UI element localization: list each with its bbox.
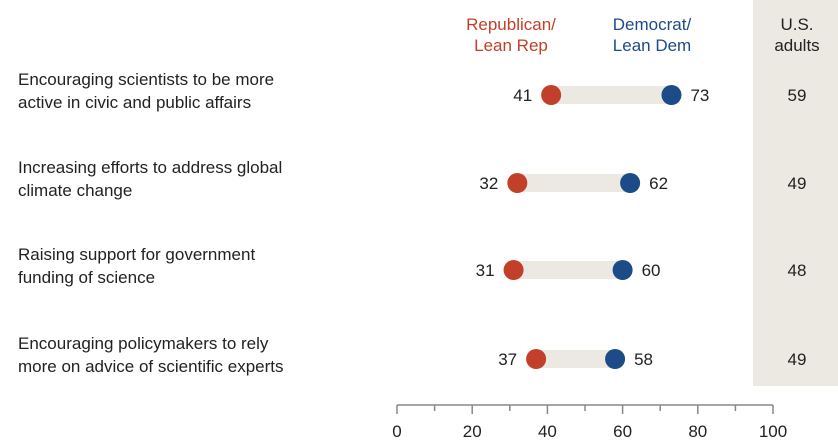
row-label: Encouraging scientists to be more active …: [18, 70, 274, 112]
range-bar: [551, 86, 672, 104]
value-label-us-adults: 49: [788, 174, 807, 193]
range-bar: [517, 174, 631, 192]
x-tick-label: 80: [688, 422, 707, 441]
dot-republican: [541, 85, 562, 105]
dot-republican: [503, 260, 524, 280]
value-label-democrat: 62: [649, 174, 668, 193]
dot-democrat: [620, 173, 641, 193]
dot-republican: [507, 173, 528, 193]
dot-democrat: [661, 85, 682, 105]
value-label-republican: 41: [513, 86, 532, 105]
x-tick-label: 60: [613, 422, 632, 441]
value-label-republican: 31: [476, 261, 495, 280]
legend-democrat: Democrat/Lean Dem: [613, 15, 692, 55]
x-tick-label: 100: [759, 422, 787, 441]
row-label: Encouraging policymakers to rely more on …: [18, 334, 284, 376]
legend-republican: Republican/Lean Rep: [466, 15, 556, 55]
x-tick-label: 0: [392, 422, 401, 441]
range-bar: [513, 261, 623, 279]
value-label-us-adults: 49: [788, 350, 807, 369]
range-bar: [536, 350, 616, 368]
value-label-republican: 37: [498, 350, 517, 369]
dot-democrat: [612, 260, 633, 280]
value-label-us-adults: 48: [788, 261, 807, 280]
row-label: Increasing efforts to address global clim…: [18, 158, 282, 200]
us-adults-column-bg: [753, 0, 838, 386]
row-label: Raising support for government funding of…: [18, 245, 255, 287]
value-label-republican: 32: [479, 174, 498, 193]
value-label-democrat: 60: [642, 261, 661, 280]
value-label-us-adults: 59: [788, 86, 807, 105]
value-label-democrat: 73: [690, 86, 709, 105]
x-tick-label: 40: [538, 422, 557, 441]
dot-democrat: [605, 349, 626, 369]
value-label-democrat: 58: [634, 350, 653, 369]
legend-us-adults: U.S. adults: [774, 15, 819, 55]
dot-republican: [526, 349, 547, 369]
x-tick-label: 20: [463, 422, 482, 441]
